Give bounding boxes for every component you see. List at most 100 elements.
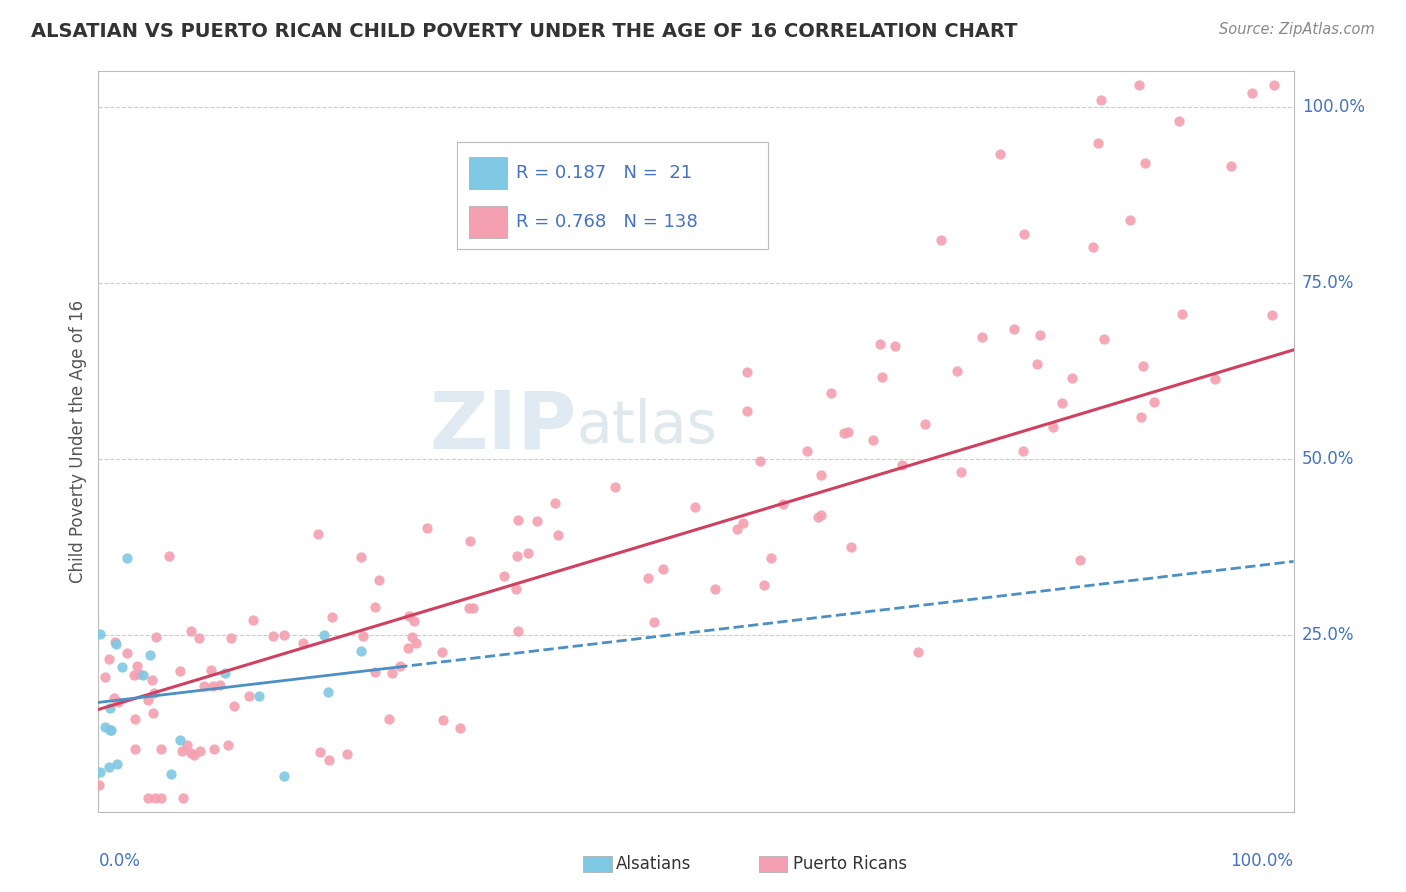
Point	[1002, 322, 1025, 336]
Point	[273, 769, 295, 783]
Point	[336, 747, 359, 761]
Point	[352, 629, 374, 643]
Text: 50.0%: 50.0%	[1302, 450, 1354, 468]
Point	[449, 722, 471, 736]
Point	[754, 578, 776, 592]
Point	[364, 599, 387, 614]
Point	[104, 635, 127, 649]
Point	[100, 701, 122, 715]
Point	[127, 659, 149, 673]
Text: 0.0%: 0.0%	[98, 853, 141, 871]
Point	[506, 549, 529, 563]
Point	[950, 465, 973, 479]
Point	[505, 582, 527, 597]
Point	[142, 685, 165, 699]
Point	[208, 678, 231, 692]
Point	[494, 569, 516, 583]
Text: 25.0%: 25.0%	[1302, 626, 1354, 644]
Point	[810, 508, 832, 523]
Point	[350, 643, 373, 657]
Point	[176, 738, 198, 752]
Point	[378, 712, 401, 726]
Point	[404, 614, 426, 628]
Point	[273, 628, 295, 642]
Text: ALSATIAN VS PUERTO RICAN CHILD POVERTY UNDER THE AGE OF 16 CORRELATION CHART: ALSATIAN VS PUERTO RICAN CHILD POVERTY U…	[31, 22, 1018, 41]
Point	[839, 540, 862, 554]
Point	[890, 458, 912, 472]
Point	[461, 600, 484, 615]
Text: Puerto Ricans: Puerto Ricans	[793, 855, 907, 873]
Point	[1129, 409, 1152, 424]
Point	[124, 741, 146, 756]
Point	[314, 628, 336, 642]
Point	[725, 522, 748, 536]
Point	[104, 637, 127, 651]
Text: ZIP: ZIP	[429, 388, 576, 466]
Point	[103, 690, 125, 705]
Point	[188, 632, 211, 646]
Point	[169, 732, 191, 747]
Point	[1081, 240, 1104, 254]
Point	[458, 601, 481, 615]
Point	[142, 706, 165, 720]
Point	[193, 679, 215, 693]
Point	[157, 549, 180, 563]
Text: atlas: atlas	[576, 398, 717, 455]
Point	[1092, 332, 1115, 346]
Point	[605, 480, 627, 494]
Point	[749, 454, 772, 468]
Point	[1090, 93, 1112, 107]
Point	[405, 636, 427, 650]
Text: 100.0%: 100.0%	[1230, 853, 1294, 871]
Point	[132, 668, 155, 682]
Point	[907, 645, 929, 659]
Point	[1204, 372, 1226, 386]
Point	[945, 364, 967, 378]
Point	[506, 624, 529, 639]
Point	[180, 746, 202, 760]
Point	[128, 667, 150, 681]
Point	[188, 744, 211, 758]
Point	[107, 695, 129, 709]
Point	[94, 670, 117, 684]
Point	[1241, 86, 1264, 100]
Point	[1029, 328, 1052, 343]
Point	[526, 515, 548, 529]
Point	[1171, 306, 1194, 320]
Point	[398, 608, 420, 623]
Point	[637, 571, 659, 585]
Point	[224, 698, 246, 713]
Text: 100.0%: 100.0%	[1302, 97, 1365, 116]
Point	[929, 233, 952, 247]
Point	[316, 684, 339, 698]
Point	[170, 743, 193, 757]
Point	[862, 433, 884, 447]
Point	[136, 790, 159, 805]
Point	[731, 516, 754, 530]
Point	[396, 640, 419, 655]
Point	[97, 760, 120, 774]
Point	[810, 467, 832, 482]
Point	[217, 739, 239, 753]
Y-axis label: Child Poverty Under the Age of 16: Child Poverty Under the Age of 16	[69, 300, 87, 583]
Point	[1168, 113, 1191, 128]
Point	[200, 663, 222, 677]
Point	[350, 549, 373, 564]
Point	[150, 741, 173, 756]
Point	[547, 527, 569, 541]
Point	[381, 666, 404, 681]
Point	[100, 723, 122, 737]
Point	[141, 673, 163, 687]
Point	[321, 610, 343, 624]
Point	[416, 521, 439, 535]
Point	[149, 790, 172, 805]
Point	[292, 636, 315, 650]
Text: Alsatians: Alsatians	[616, 855, 692, 873]
Point	[820, 386, 842, 401]
Point	[89, 626, 111, 640]
Point	[136, 692, 159, 706]
Point	[87, 778, 110, 792]
Point	[1119, 213, 1142, 227]
Point	[145, 630, 167, 644]
Point	[1087, 136, 1109, 150]
